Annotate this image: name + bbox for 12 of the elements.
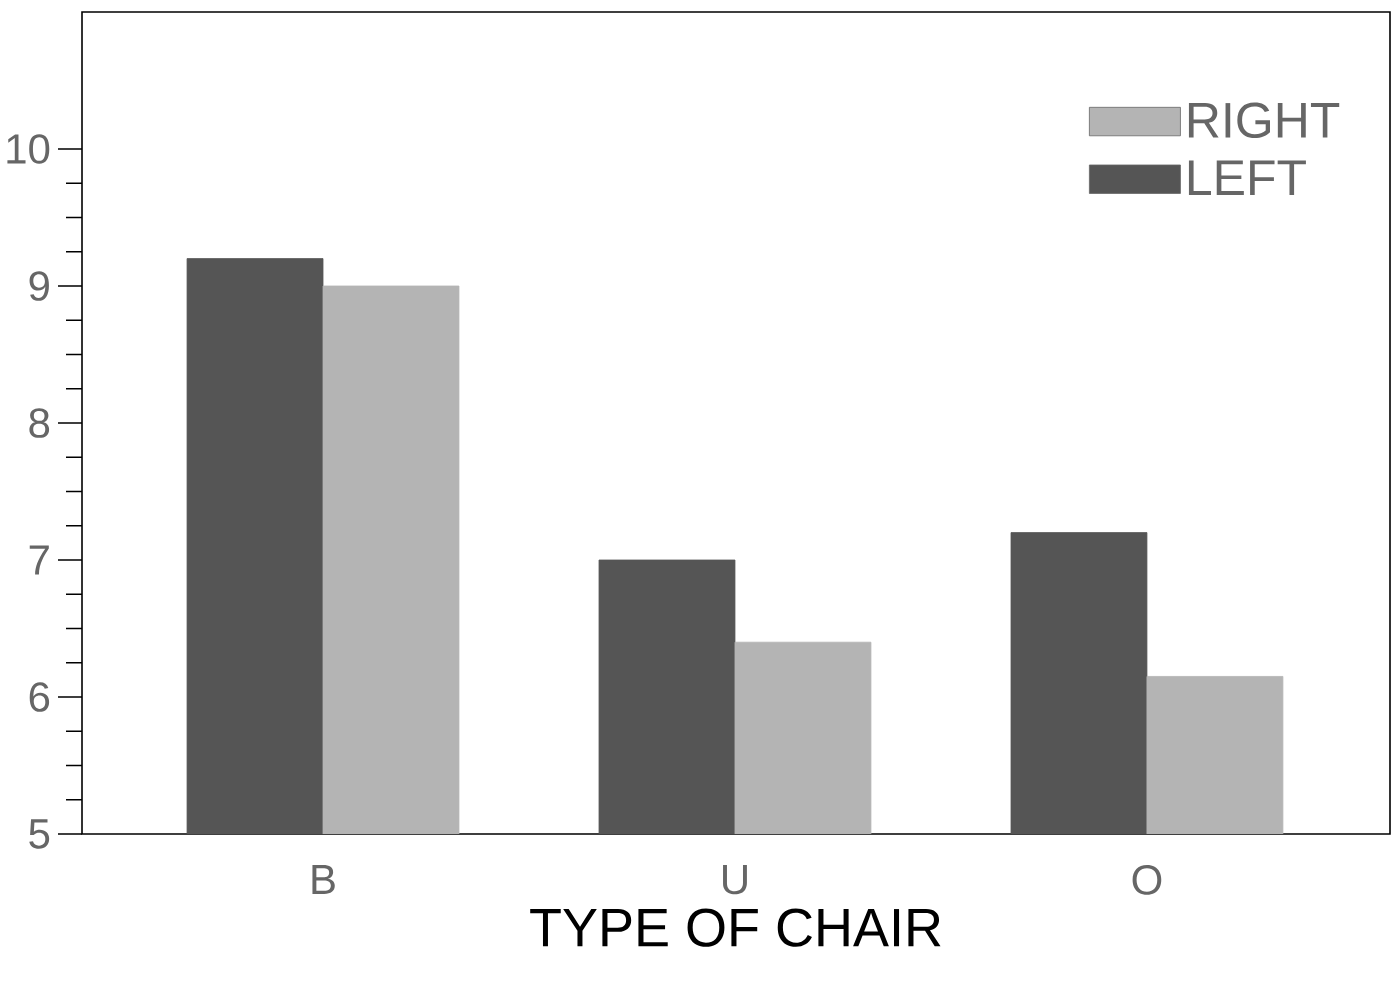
x-tick-label: O (1132, 865, 1162, 895)
x-axis-title: TYPE OF CHAIR (530, 908, 941, 947)
y-tick-label: 9 (29, 271, 49, 301)
legend-label: RIGHT (1188, 102, 1340, 139)
y-tick-label: 5 (29, 819, 50, 849)
legend-label: LEFT (1188, 160, 1306, 195)
y-tick-label: 6 (29, 682, 50, 712)
x-tick-label: B (312, 865, 335, 894)
y-tick-label: 8 (29, 408, 50, 438)
y-tick-label: 7 (29, 545, 49, 575)
y-tick-label: 10 (7, 134, 50, 164)
x-tick-label: U (723, 865, 747, 895)
